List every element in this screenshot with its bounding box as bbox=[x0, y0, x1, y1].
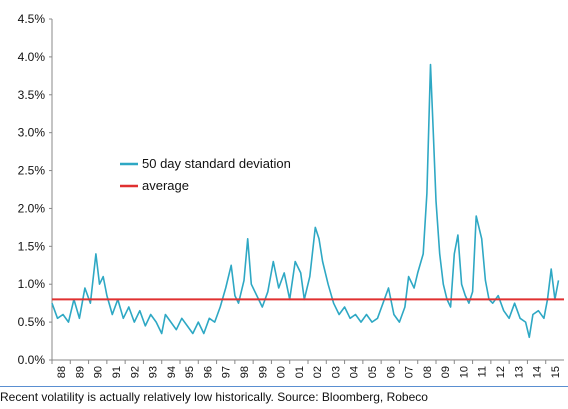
x-tick-label: 91 bbox=[111, 366, 123, 378]
x-tick-label: 13 bbox=[513, 366, 525, 378]
y-tick-label: 1.5% bbox=[18, 239, 46, 253]
x-tick-label: 00 bbox=[276, 366, 288, 378]
series-line-std-dev bbox=[51, 63, 560, 339]
y-tick-label: 3.5% bbox=[18, 88, 46, 102]
x-tick-label: 14 bbox=[532, 366, 544, 378]
x-tick-label: 12 bbox=[495, 366, 507, 378]
x-tick-label: 97 bbox=[221, 366, 233, 378]
y-tick-label: 3.0% bbox=[18, 126, 46, 140]
x-tick-label: 99 bbox=[257, 366, 269, 378]
legend-label-std-dev: 50 day standard deviation bbox=[142, 156, 291, 171]
x-tick-label: 07 bbox=[404, 366, 416, 378]
legend: 50 day standard deviation average bbox=[120, 156, 291, 193]
y-tick-label: 2.5% bbox=[18, 164, 46, 178]
x-tick-label: 02 bbox=[312, 366, 324, 378]
x-tick-label: 93 bbox=[148, 366, 160, 378]
x-tick-label: 05 bbox=[367, 366, 379, 378]
x-tick-label: 96 bbox=[202, 366, 214, 378]
x-tick-label: 89 bbox=[74, 366, 86, 378]
x-tick-label: 94 bbox=[166, 366, 178, 378]
series-layer bbox=[51, 63, 564, 339]
x-tick-label: 06 bbox=[385, 366, 397, 378]
y-tick-label: 0.0% bbox=[18, 353, 46, 367]
x-tick-label: 95 bbox=[184, 366, 196, 378]
x-tick-label: 08 bbox=[422, 366, 434, 378]
x-tick-label: 10 bbox=[458, 366, 470, 378]
x-tick-label: 11 bbox=[477, 366, 489, 377]
x-axis-ticks: 88 89 90 91 92 93 94 95 96 97 98 99 00 01 02 03 04 05 06 07… bbox=[51, 360, 562, 378]
y-tick-label: 4.5% bbox=[18, 12, 46, 26]
y-tick-label: 0.5% bbox=[18, 315, 46, 329]
y-tick-label: 4.0% bbox=[18, 50, 46, 64]
x-tick-label: 09 bbox=[440, 366, 452, 378]
volatility-chart: 0.0% 0.5% 1.0% 1.5% 2.0% 2.5% 3.0% 3.5% 4.0% 4.5%… bbox=[18, 12, 564, 378]
x-tick-label: 04 bbox=[349, 366, 361, 378]
x-tick-label: 88 bbox=[56, 366, 68, 378]
y-tick-label: 1.0% bbox=[18, 277, 46, 291]
chart-caption: Recent volatility is actually relatively… bbox=[0, 386, 568, 409]
y-tick-label: 2.0% bbox=[18, 201, 46, 215]
x-tick-label: 98 bbox=[239, 366, 251, 378]
x-tick-label: 03 bbox=[330, 366, 342, 378]
x-tick-label: 15 bbox=[550, 366, 562, 378]
x-tick-label: 01 bbox=[294, 366, 306, 378]
legend-label-average: average bbox=[142, 178, 189, 193]
y-axis-ticks: 0.0% 0.5% 1.0% 1.5% 2.0% 2.5% 3.0% 3.5% 4.0% 4.5% bbox=[18, 12, 52, 367]
x-tick-label: 90 bbox=[93, 366, 105, 378]
x-tick-label: 92 bbox=[129, 366, 141, 378]
